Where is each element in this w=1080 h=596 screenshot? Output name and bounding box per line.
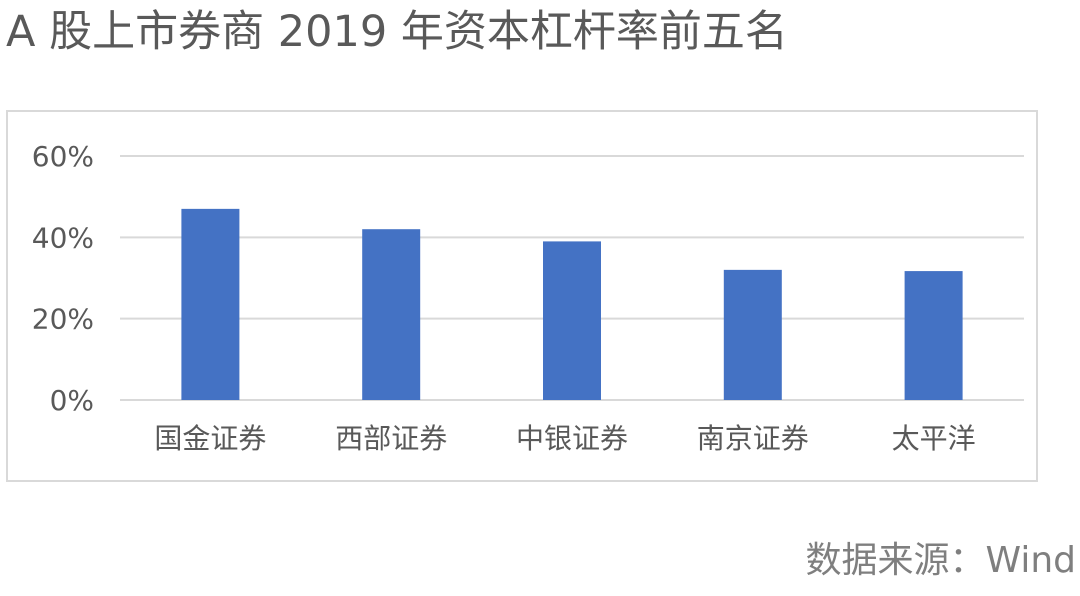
source-note: 数据来源：Wind <box>805 540 1076 581</box>
x-tick-label: 西部证券 <box>335 422 447 455</box>
y-tick-label: 40% <box>32 221 94 254</box>
y-tick-label: 0% <box>50 384 94 417</box>
x-tick-label: 国金证券 <box>154 422 266 455</box>
y-tick-label: 60% <box>32 140 94 173</box>
bar <box>362 229 421 400</box>
bar <box>181 208 240 400</box>
x-tick-label: 中银证券 <box>516 422 628 455</box>
x-tick-label: 南京证券 <box>697 422 809 455</box>
bar <box>543 241 601 400</box>
bar-chart: 0% 20% 40% 60% 国金证券 西部证券 中银证券 南京证券 太平洋 <box>32 140 1024 455</box>
chart-frame: 0% 20% 40% 60% 国金证券 西部证券 中银证券 南京证券 太平洋 <box>6 110 1038 482</box>
bar <box>723 269 782 400</box>
page-title: A 股上市券商 2019 年资本杠杆率前五名 <box>6 7 788 57</box>
x-tick-label: 太平洋 <box>892 422 976 455</box>
bar <box>904 271 963 400</box>
y-tick-label: 20% <box>32 303 94 336</box>
